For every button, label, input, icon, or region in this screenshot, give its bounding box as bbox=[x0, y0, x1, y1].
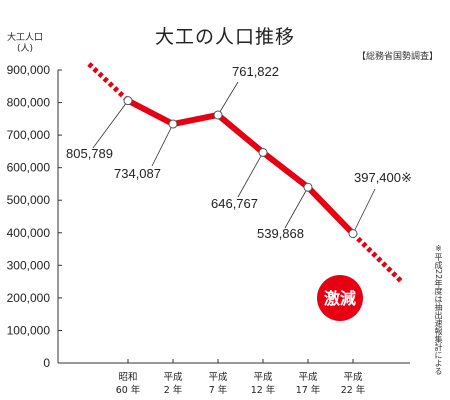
x-tick-label: 7 年 bbox=[209, 384, 228, 396]
leader-line bbox=[352, 188, 376, 234]
y-tick-label: 200,000 bbox=[7, 291, 51, 305]
x-tick-label: 平成 bbox=[208, 371, 228, 383]
trend-extension-left bbox=[87, 62, 130, 103]
x-tick-label: 平成 bbox=[298, 371, 318, 383]
data-label: 646,767 bbox=[211, 196, 258, 211]
series-line bbox=[126, 98, 356, 236]
data-label: 805,789 bbox=[66, 146, 113, 161]
data-label: 539,868 bbox=[257, 226, 304, 241]
y-tick-label: 600,000 bbox=[7, 161, 51, 175]
x-tick-label: 17 年 bbox=[296, 384, 321, 396]
x-tick-label: 昭和 bbox=[118, 372, 137, 383]
data-point bbox=[123, 96, 133, 106]
leader-line bbox=[284, 187, 309, 229]
y-axis-unit-paren: (人) bbox=[16, 44, 34, 54]
data-label: 397,400※ bbox=[354, 170, 412, 185]
leader-line bbox=[237, 152, 264, 198]
y-tick-label: 700,000 bbox=[7, 128, 51, 142]
y-tick-label: 500,000 bbox=[7, 193, 51, 207]
y-tick-label: 300,000 bbox=[7, 258, 51, 272]
data-point bbox=[258, 147, 268, 157]
x-tick-label: 平成 bbox=[163, 371, 183, 383]
y-axis-label: 大工人口 bbox=[7, 33, 44, 43]
leader-line bbox=[217, 81, 239, 116]
footnote: ※平成22年度は抽出速報集計による bbox=[434, 244, 443, 376]
x-tick-label: 平成 bbox=[343, 371, 363, 383]
data-point bbox=[303, 182, 313, 192]
data-point bbox=[168, 119, 178, 129]
y-tick-label: 900,000 bbox=[7, 63, 51, 77]
y-tick-label: 0 bbox=[43, 356, 50, 370]
y-tick-label: 800,000 bbox=[7, 96, 51, 110]
source-label: 【総務省国勢調査】 bbox=[356, 52, 438, 62]
x-tick-label: 2 年 bbox=[164, 384, 183, 396]
y-tick-label: 400,000 bbox=[7, 226, 51, 240]
data-label: 761,822 bbox=[232, 64, 279, 79]
data-point bbox=[213, 110, 223, 120]
leader-line bbox=[151, 123, 174, 167]
y-axis-unit: 大工人口 (人) bbox=[7, 33, 43, 55]
y-tick-label: 100,000 bbox=[7, 323, 51, 337]
x-tick-label: 12 年 bbox=[251, 384, 276, 396]
x-tick-label: 22 年 bbox=[341, 384, 366, 396]
badge-circle bbox=[317, 275, 363, 321]
badge-label: 激減 bbox=[324, 289, 356, 308]
chart-title: 大工の人口推移 bbox=[154, 26, 295, 48]
x-tick-label: 60 年 bbox=[116, 384, 141, 396]
x-tick-label: 平成 bbox=[253, 371, 273, 383]
trend-extension-right bbox=[351, 231, 404, 284]
leader-line bbox=[92, 100, 129, 149]
data-label: 734,087 bbox=[114, 166, 161, 181]
data-point bbox=[348, 229, 358, 239]
